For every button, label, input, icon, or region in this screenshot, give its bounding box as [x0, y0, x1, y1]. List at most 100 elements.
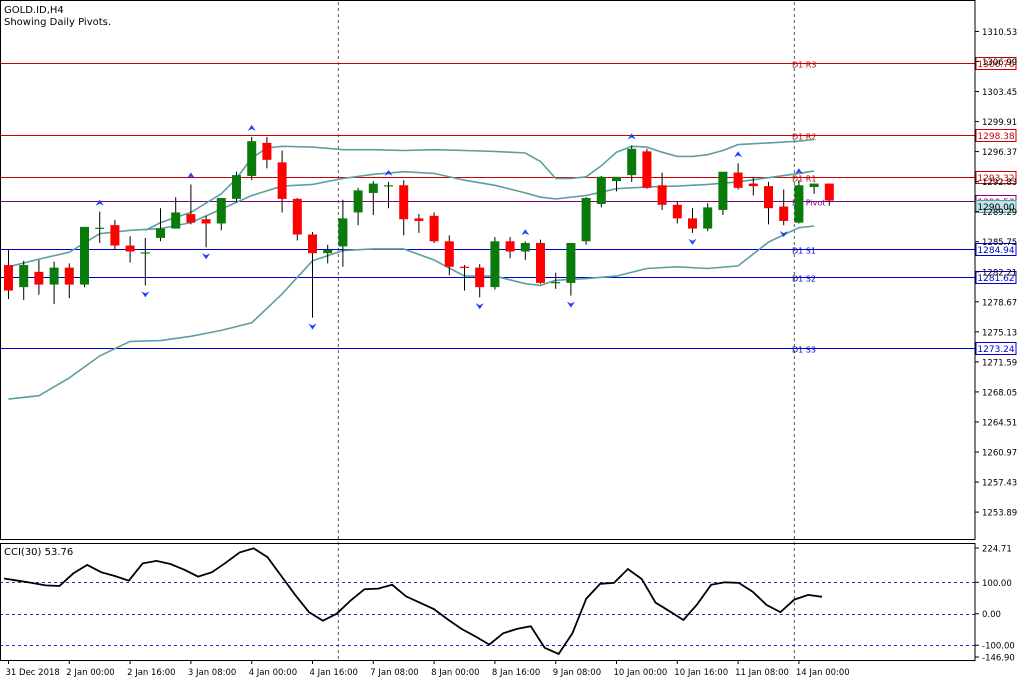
price-tick-label-15: 1257.43 [982, 479, 1017, 489]
candle-body-26 [399, 185, 409, 220]
candle-17 [262, 136, 272, 169]
pivot-label-2: 1293.32 [977, 174, 1014, 184]
candle-48 [733, 163, 743, 190]
candle-4 [64, 263, 74, 299]
candle-body-10 [156, 228, 165, 238]
candle-54 [824, 183, 834, 206]
pivot-label-0: 1306.76 [977, 60, 1014, 70]
candle-body-21 [323, 249, 333, 254]
candle-42 [642, 148, 652, 189]
candle-14 [216, 198, 226, 231]
cci-tick-label-4: -146.90 [982, 654, 1015, 664]
price-tick-label-14: 1260.97 [982, 449, 1017, 459]
candle-26 [399, 180, 409, 236]
fractal-down-31 [475, 303, 484, 310]
band-upper [144, 138, 815, 232]
candle-13 [201, 215, 211, 248]
fractal-down-37 [566, 301, 575, 308]
fractal-down-13 [202, 253, 211, 260]
time-tick-label-13: 14 Jan 00:00 [796, 668, 850, 678]
candle-body-14 [216, 198, 226, 224]
candle-8 [125, 236, 135, 263]
candle-30 [460, 265, 469, 291]
pivot-name-6: D1 S3 [792, 346, 816, 355]
candle-body-50 [764, 186, 773, 209]
candle-41 [627, 145, 637, 182]
price-tick-label-5: 1292.83 [982, 178, 1017, 188]
candle-body-35 [536, 242, 545, 283]
pivot-name-3: D1 Pivot [792, 199, 825, 208]
pivot-label-box-5 [975, 271, 1017, 284]
candle-body-43 [657, 185, 667, 205]
candle-2 [34, 259, 44, 295]
time-tick-label-4: 4 Jan 00:00 [249, 668, 297, 678]
price-tick-label-6: 1289.29 [982, 208, 1017, 218]
candle-46 [703, 203, 713, 232]
candle-body-34 [520, 242, 530, 252]
candle-12 [186, 184, 196, 225]
fractal-up-12 [186, 172, 195, 179]
cci-tick-label-2: 0.00 [982, 610, 1001, 620]
candle-33 [505, 237, 515, 259]
pivot-name-0: D1 R3 [792, 61, 816, 70]
candle-body-53 [809, 183, 819, 187]
candle-body-1 [19, 265, 29, 288]
candle-body-39 [596, 176, 606, 204]
cci-tick-label-0: 224.71 [982, 545, 1012, 555]
candle-22 [338, 199, 348, 267]
candle-0 [4, 249, 13, 300]
price-tick-label-8: 1282.21 [982, 268, 1017, 278]
time-tick-label-10: 10 Jan 00:00 [614, 668, 668, 678]
fractal-up-41 [627, 133, 636, 140]
last-price-box [975, 200, 1017, 213]
time-tick-label-9: 9 Jan 08:00 [553, 668, 601, 678]
candle-body-29 [444, 241, 454, 267]
candle-body-44 [672, 204, 682, 219]
fractal-up-25 [384, 169, 393, 176]
time-tick-label-5: 4 Jan 16:00 [310, 668, 358, 678]
cci-tick-label-3: -100.00 [982, 642, 1015, 652]
candle-body-13 [201, 219, 211, 224]
candle-43 [657, 172, 667, 210]
candle-36 [551, 272, 561, 289]
candle-body-17 [262, 142, 272, 160]
candle-51 [779, 189, 789, 226]
candle-body-15 [232, 175, 241, 199]
candle-body-52 [794, 185, 804, 223]
pivot-label-6: 1273.24 [977, 345, 1014, 355]
main-panel-frame [0, 0, 976, 540]
fractal-down-20 [308, 323, 317, 330]
fractal-down-45 [688, 238, 697, 245]
band-lower [8, 225, 815, 400]
cci-line [3, 547, 823, 656]
candle-5 [80, 226, 89, 288]
candle-body-38 [581, 198, 591, 242]
candle-11 [171, 197, 181, 229]
fractal-up-16 [247, 124, 256, 131]
price-tick-label-3: 1299.91 [982, 118, 1017, 128]
price-tick-label-1: 1306.99 [982, 58, 1017, 68]
candle-9 [140, 237, 150, 286]
candle-27 [414, 214, 424, 233]
candle-39 [596, 175, 606, 208]
candle-body-27 [414, 218, 424, 221]
price-tick-label-9: 1278.67 [982, 298, 1017, 308]
fractal-down-9 [141, 291, 150, 298]
pivot-label-5: 1281.62 [977, 274, 1014, 284]
candle-body-31 [475, 267, 485, 288]
candle-3 [49, 261, 59, 305]
candle-38 [581, 197, 591, 245]
band-middle [8, 170, 815, 268]
candle-16 [247, 136, 257, 181]
candle-32 [490, 237, 500, 290]
time-tick-label-1: 2 Jan 00:00 [66, 668, 114, 678]
candle-body-23 [353, 190, 363, 213]
candle-body-37 [566, 242, 576, 283]
candle-49 [748, 177, 758, 196]
time-tick-label-0: 31 Dec 2018 [6, 668, 60, 678]
candle-44 [672, 201, 682, 224]
pivot-label-4: 1284.94 [977, 246, 1014, 256]
time-tick-label-6: 7 Jan 08:00 [370, 668, 418, 678]
